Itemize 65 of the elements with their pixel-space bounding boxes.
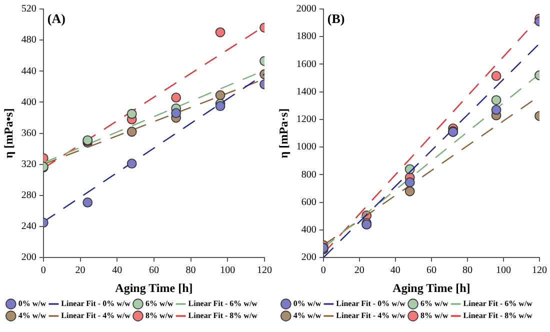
point	[126, 158, 137, 169]
point	[404, 177, 415, 188]
x-tick-label: 80	[186, 265, 196, 276]
y-tick-label: 520	[21, 4, 36, 15]
y-tick-label: 280	[21, 190, 36, 202]
chart-title: (A)	[47, 10, 66, 26]
legend-label: 4% w/w	[293, 311, 322, 320]
y-tick-label: 440	[21, 66, 36, 77]
legend-label: 0% w/w	[18, 299, 46, 308]
legend-label: Linear Fit - 8% w/w	[188, 311, 258, 320]
x-tick-label: 100	[220, 265, 236, 276]
y-tick-label: 1600	[296, 58, 316, 70]
y-tick-label: 1800	[296, 31, 316, 42]
point	[82, 197, 93, 208]
y-axis-title: η [mPa·s]	[276, 108, 290, 158]
legend-label: Linear Fit - 4% w/w	[61, 311, 131, 320]
x-tick-label: 40	[390, 265, 400, 276]
point	[171, 92, 182, 103]
legend-label: 4% w/w	[18, 311, 46, 320]
legend-label: 6% w/w	[146, 299, 174, 308]
x-tick-label: 60	[426, 265, 436, 276]
x-tick-label: 60	[148, 265, 159, 276]
x-tick-label: 120	[532, 265, 547, 276]
x-tick-label: 80	[462, 265, 472, 276]
y-tick-label: 480	[21, 34, 36, 46]
y-tick-label: 1000	[296, 142, 316, 153]
point	[215, 90, 226, 100]
legend-label: Linear Fit - 6% w/w	[463, 299, 533, 308]
legend-label: Linear Fit - 0% w/w	[336, 299, 406, 308]
point	[126, 108, 137, 119]
legend-label: 8% w/w	[420, 311, 448, 320]
y-tick-label: 400	[21, 96, 36, 108]
y-tick-label: 600	[301, 196, 316, 208]
x-axis-title: Aging Time [h]	[392, 280, 470, 295]
point	[215, 101, 226, 112]
x-tick-label: 0	[320, 265, 326, 276]
chart-title: (B)	[327, 10, 345, 26]
y-tick-label: 200	[21, 252, 36, 264]
point	[126, 126, 137, 137]
x-axis-title: Aging Time [h]	[115, 280, 193, 295]
x-tick-label: 0	[40, 265, 46, 276]
x-tick-label: 40	[112, 265, 122, 276]
x-tick-label: 100	[496, 265, 511, 276]
x-tick-label: 120	[257, 265, 272, 276]
y-tick-label: 2000	[296, 4, 316, 15]
y-tick-label: 320	[21, 159, 36, 170]
point	[215, 27, 226, 38]
legend-label: Linear Fit - 8% w/w	[463, 311, 533, 320]
legend-label: Linear Fit - 4% w/w	[336, 311, 406, 320]
point	[171, 108, 182, 118]
y-tick-label: 240	[21, 221, 36, 232]
legend-label: 6% w/w	[420, 299, 448, 308]
legend-label: 8% w/w	[146, 311, 174, 320]
legend-label: Linear Fit - 0% w/w	[61, 299, 131, 308]
y-tick-label: 400	[301, 224, 316, 236]
y-tick-label: 200	[301, 252, 316, 264]
y-axis-title: η [mPa•s]	[1, 108, 16, 158]
legend-label: 0% w/w	[293, 299, 322, 308]
x-tick-label: 20	[354, 265, 364, 276]
y-tick-label: 1400	[296, 86, 316, 98]
y-tick-label: 800	[301, 169, 316, 180]
y-tick-label: 1200	[296, 114, 316, 126]
x-tick-label: 20	[75, 265, 86, 276]
y-tick-label: 360	[21, 128, 36, 139]
legend-label: Linear Fit - 6% w/w	[188, 299, 258, 308]
